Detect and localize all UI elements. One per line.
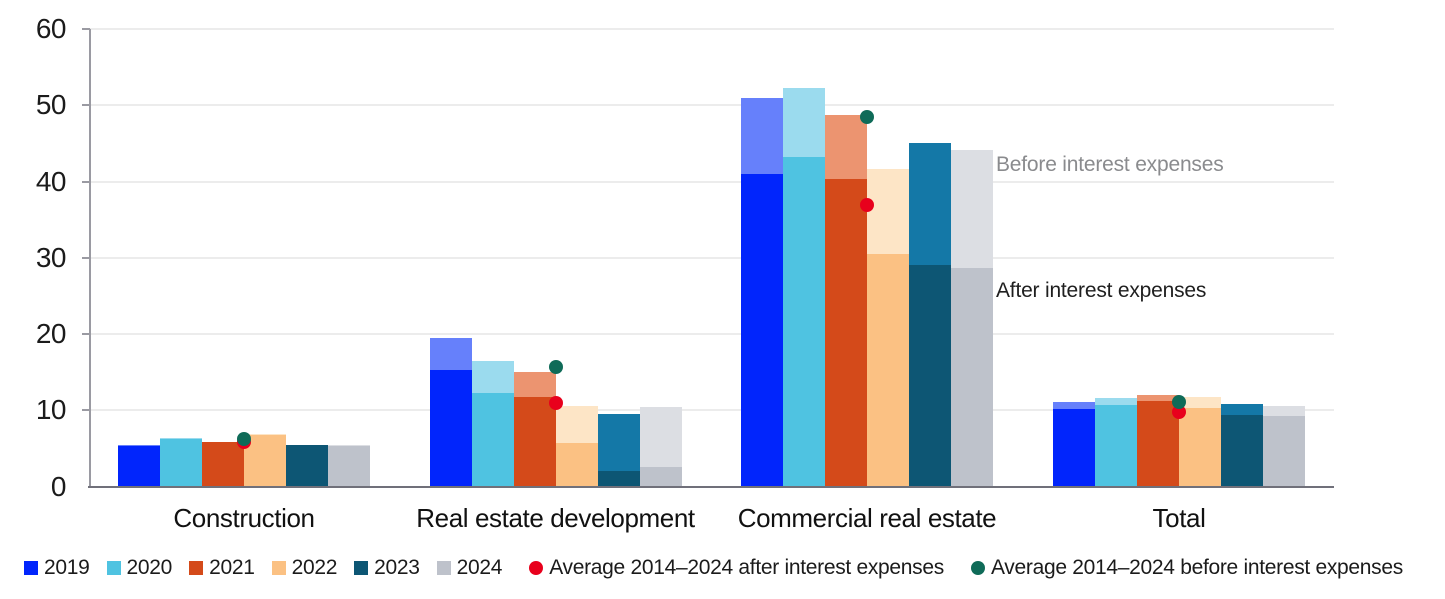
legend-item-average-before-label: Average 2014–2024 before interest expens… — [990, 556, 1403, 579]
category-label-1: Construction — [173, 503, 315, 533]
legend-item-2019: 2019 — [24, 556, 90, 580]
legend-item-2024-label: 2024 — [456, 556, 503, 579]
legend-item-2023-label: 2023 — [374, 556, 420, 579]
legend-item-2022-swatch-icon — [271, 561, 286, 575]
y-axis-label-30: 30 — [35, 241, 67, 273]
gridline-60 — [90, 28, 1334, 30]
legend-item-average-after-swatch-icon — [529, 561, 544, 575]
category-label-4: Total — [1152, 503, 1206, 533]
category-label-3: Commercial real estate — [737, 503, 997, 533]
legend-item-2020-swatch-icon — [106, 561, 121, 575]
legend-item-2021-label: 2021 — [209, 556, 255, 579]
legend-item-2021: 2021 — [189, 556, 255, 580]
legend-item-average-after-label: Average 2014–2024 after interest expense… — [549, 556, 944, 579]
chart-legend: 2019 2020 2021 2022 2023 2024 Average 2014–202… — [24, 556, 1436, 580]
category-label-2: Real estate development — [416, 503, 695, 533]
annotation-after-interest-expenses: After interest expenses — [996, 279, 1207, 302]
bar-2019-after — [118, 446, 160, 487]
bar-2021-after — [202, 442, 244, 487]
average-before-dot-4 — [1172, 394, 1186, 409]
bar-2020-after — [471, 393, 514, 487]
y-axis-tick-30 — [82, 256, 90, 259]
legend-item-2023-swatch-icon — [354, 561, 369, 575]
bar-2022-after — [555, 443, 598, 487]
legend-item-2022: 2022 — [271, 556, 338, 580]
y-axis-tick-10 — [82, 409, 90, 412]
bar-2021-after — [825, 179, 867, 487]
gridline-40 — [90, 180, 1334, 183]
legend-item-average-before-swatch-icon — [970, 561, 985, 575]
y-axis-label-20: 20 — [35, 318, 67, 349]
bar-2023-after — [597, 471, 640, 487]
legend-item-2019-label: 2019 — [44, 556, 90, 579]
legend-item-2020-label: 2020 — [126, 556, 173, 579]
bar-2024-after — [1263, 415, 1305, 487]
gridline-30 — [90, 256, 1334, 259]
average-before-dot-2 — [548, 359, 563, 374]
legend-item-2020: 2020 — [106, 556, 173, 580]
bar-2024-after — [328, 446, 370, 487]
legend-item-2019-swatch-icon — [24, 561, 38, 575]
y-axis-tick-50 — [82, 104, 90, 107]
bar-2019-after — [1053, 408, 1095, 487]
bar-2022-after — [1179, 407, 1221, 487]
gridline-20 — [90, 333, 1334, 335]
bar-2024-after — [639, 466, 682, 487]
bar-2020-after — [160, 439, 202, 487]
y-axis-label-10: 10 — [35, 394, 67, 426]
average-after-dot-2 — [548, 396, 563, 411]
legend-item-2023: 2023 — [354, 556, 420, 580]
legend-item-average-after: Average 2014–2024 after interest expense… — [529, 556, 944, 580]
legend-item-2024: 2024 — [436, 556, 503, 580]
bar-2020-after — [783, 157, 825, 487]
legend-item-average-before: Average 2014–2024 before interest expens… — [970, 556, 1403, 580]
bar-2019-after — [429, 369, 472, 487]
bar-2022-after — [244, 434, 286, 487]
y-axis-label-0: 0 — [50, 470, 67, 502]
legend-item-2024-swatch-icon — [436, 561, 451, 575]
average-after-dot-3 — [860, 198, 874, 213]
bar-2019-after — [741, 173, 783, 487]
y-axis-tick-60 — [82, 28, 90, 30]
bar-2023-after — [909, 264, 951, 487]
x-axis-line — [88, 485, 1334, 488]
bar-2023-after — [1221, 414, 1263, 487]
bar-2022-after — [867, 253, 909, 487]
legend-item-2022-label: 2022 — [291, 556, 338, 579]
y-axis-tick-40 — [82, 180, 90, 183]
gridline-10 — [90, 409, 1334, 412]
gridline-50 — [90, 104, 1334, 107]
y-axis-tick-20 — [82, 333, 90, 335]
average-before-dot-3 — [860, 110, 874, 125]
legend-item-2021-swatch-icon — [189, 561, 204, 575]
bar-2024-after — [951, 268, 993, 487]
y-axis-label-60: 60 — [35, 13, 67, 44]
y-axis-line — [89, 29, 91, 487]
bar-2023-after — [286, 445, 328, 487]
annotation-before-interest-expenses: Before interest expenses — [996, 153, 1224, 176]
y-axis-label-50: 50 — [35, 89, 67, 121]
bar-2020-after — [1095, 404, 1137, 487]
y-axis-label-40: 40 — [35, 165, 67, 197]
bar-2021-after — [513, 396, 556, 487]
average-before-dot-1 — [237, 432, 251, 447]
